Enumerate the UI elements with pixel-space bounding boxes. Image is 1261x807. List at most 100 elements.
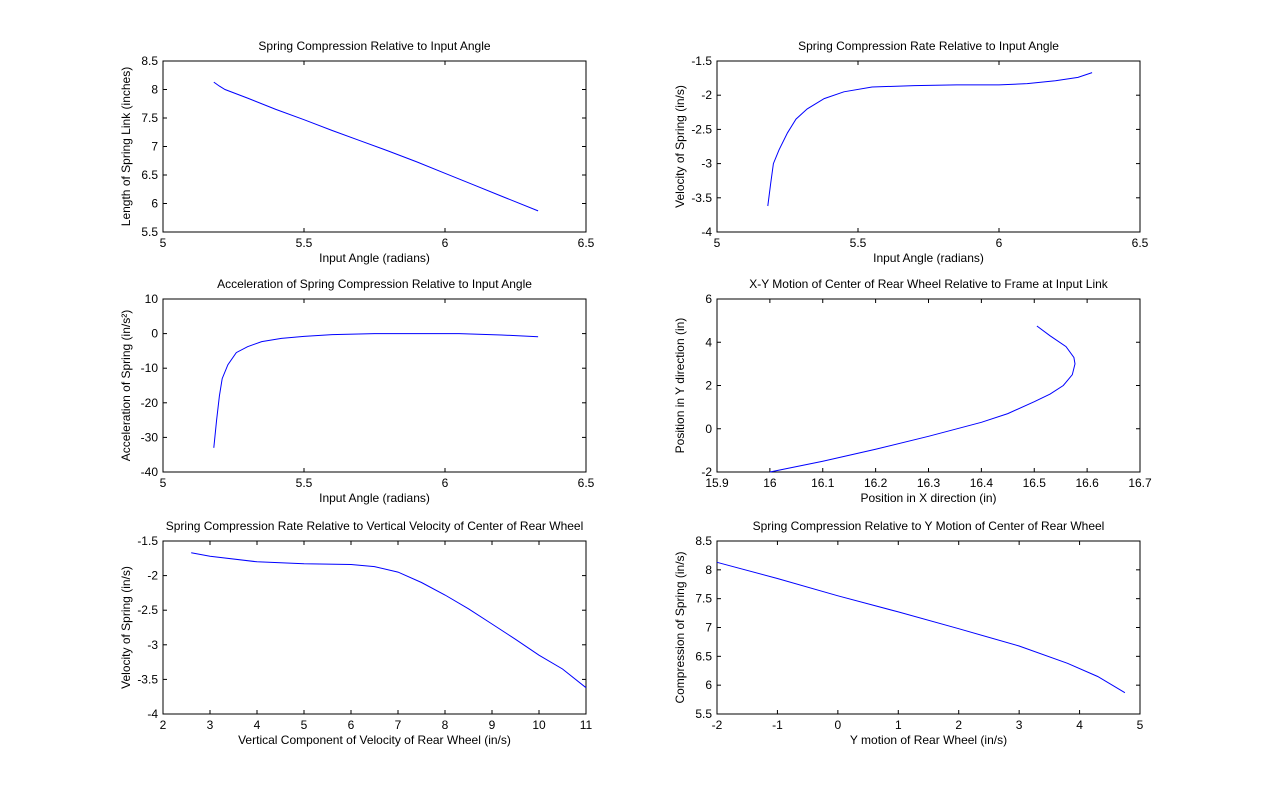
y-tick-label: 8 xyxy=(705,563,712,577)
y-tick-label: -1.5 xyxy=(137,534,158,548)
y-tick-label: 6 xyxy=(705,292,712,306)
x-tick-label: 4 xyxy=(254,718,261,732)
axes-box xyxy=(716,540,1141,715)
data-line xyxy=(769,325,1076,473)
x-tick-label: 5 xyxy=(1137,718,1144,732)
subplot-3: 5 5.5 6 6.5 -40 -30 -20 -10 0 10 Acceleration of S… xyxy=(119,277,595,505)
x-tick-label: 6 xyxy=(348,718,355,732)
axes-box xyxy=(162,540,587,715)
y-tick-label: 2 xyxy=(705,379,712,393)
y-tick-label: -2.5 xyxy=(137,603,158,617)
chart-title: Acceleration of Spring Compression Relat… xyxy=(217,277,532,291)
y-tick-label: -4 xyxy=(147,707,158,721)
y-tick-label: -2.5 xyxy=(691,122,712,136)
axes-box xyxy=(716,60,1141,233)
y-tick-label: -2 xyxy=(147,569,158,583)
y-tick-label: 7 xyxy=(705,621,712,635)
subplot-6: -2 -1 0 1 2 3 4 5 5.5 6 6.5 7 7.5 8 8.5 Spring Compress… xyxy=(673,519,1144,747)
x-tick-label: 6.5 xyxy=(578,236,595,250)
x-tick-label: 3 xyxy=(207,718,214,732)
subplot-4: 15.9 16 16.1 16.2 16.3 16.4 16.5 16.6 16.7 -2 0 2 4 6… xyxy=(673,277,1152,505)
x-tick-label: 15.9 xyxy=(705,476,729,490)
x-tick-label: 4 xyxy=(1076,718,1083,732)
y-tick-label: -4 xyxy=(701,225,712,239)
x-axis-label: Position in X direction (in) xyxy=(860,491,996,505)
y-tick-label: 6 xyxy=(151,197,158,211)
x-tick-label: 5.5 xyxy=(296,476,313,490)
x-tick-label: 5.5 xyxy=(850,236,867,250)
data-line xyxy=(716,561,1126,694)
x-tick-label: 7 xyxy=(395,718,402,732)
y-tick-label: 0 xyxy=(705,422,712,436)
x-tick-label: 16.2 xyxy=(864,476,888,490)
x-tick-label: 16.3 xyxy=(917,476,941,490)
chart-title: X-Y Motion of Center of Rear Wheel Relat… xyxy=(749,277,1109,291)
axes-box xyxy=(162,60,587,233)
x-axis-label: Input Angle (radians) xyxy=(319,251,430,265)
x-axis-label: Vertical Component of Velocity of Rear W… xyxy=(238,733,511,747)
x-tick-label: 16.5 xyxy=(1023,476,1047,490)
chart-title: Spring Compression Relative to Y Motion … xyxy=(753,519,1105,533)
x-tick-label: 6.5 xyxy=(1132,236,1149,250)
data-line xyxy=(213,333,539,448)
x-tick-label: 5.5 xyxy=(296,236,313,250)
y-tick-label: 5.5 xyxy=(695,707,712,721)
x-axis-label: Y motion of Rear Wheel (in/s) xyxy=(850,733,1007,747)
x-tick-label: 2 xyxy=(955,718,962,732)
y-axis-label: Position in Y direction (in) xyxy=(673,318,687,454)
x-tick-label: 9 xyxy=(489,718,496,732)
y-tick-label: -3 xyxy=(701,157,712,171)
x-tick-label: 8 xyxy=(442,718,449,732)
axes-box xyxy=(162,298,587,473)
y-tick-label: -10 xyxy=(141,361,159,375)
y-tick-label: 7 xyxy=(151,140,158,154)
x-tick-label: 16.1 xyxy=(811,476,835,490)
y-axis-label: Length of Spring Link (inches) xyxy=(119,67,133,226)
y-axis-label: Acceleration of Spring (in/s²) xyxy=(119,310,133,461)
x-tick-label: 16 xyxy=(763,476,777,490)
x-tick-label: 6 xyxy=(442,236,449,250)
x-tick-label: 6 xyxy=(442,476,449,490)
y-tick-label: 8.5 xyxy=(141,54,158,68)
y-tick-label: -40 xyxy=(141,465,159,479)
y-tick-label: 10 xyxy=(145,292,159,306)
x-tick-label: 16.4 xyxy=(970,476,994,490)
y-tick-label: 5.5 xyxy=(141,225,158,239)
x-tick-label: 6.5 xyxy=(578,476,595,490)
chart-title: Spring Compression Relative to Input Ang… xyxy=(258,39,490,53)
y-tick-label: -2 xyxy=(701,88,712,102)
x-tick-label: 5 xyxy=(160,236,167,250)
x-axis-label: Input Angle (radians) xyxy=(319,491,430,505)
y-tick-label: 6.5 xyxy=(141,168,158,182)
x-tick-label: 6 xyxy=(996,236,1003,250)
x-tick-label: 5 xyxy=(160,476,167,490)
y-tick-label: -20 xyxy=(141,396,159,410)
y-tick-label: 6 xyxy=(705,678,712,692)
subplot-2: 5 5.5 6 6.5 -4 -3.5 -3 -2.5 -2 -1.5 Spring Compres… xyxy=(673,39,1149,265)
y-tick-label: -3 xyxy=(147,638,158,652)
y-axis-label: Compression of Spring (in/s) xyxy=(673,551,687,703)
y-tick-label: 0 xyxy=(151,327,158,341)
x-tick-label: 16.7 xyxy=(1128,476,1152,490)
y-tick-label: 6.5 xyxy=(695,649,712,663)
y-tick-label: -3.5 xyxy=(137,672,158,686)
data-line xyxy=(767,72,1093,207)
x-tick-label: 1 xyxy=(895,718,902,732)
axes-box xyxy=(716,298,1141,473)
x-tick-label: 3 xyxy=(1016,718,1023,732)
y-tick-label: -30 xyxy=(141,430,159,444)
y-tick-label: 8.5 xyxy=(695,534,712,548)
y-tick-label: -3.5 xyxy=(691,191,712,205)
x-tick-label: -2 xyxy=(712,718,723,732)
y-axis-label: Velocity of Spring (in/s) xyxy=(673,85,687,208)
chart-title: Spring Compression Rate Relative to Inpu… xyxy=(798,39,1059,53)
y-tick-label: 8 xyxy=(151,83,158,97)
data-line xyxy=(191,552,587,689)
y-tick-label: 7.5 xyxy=(141,111,158,125)
x-tick-label: 11 xyxy=(580,718,593,732)
x-tick-label: -1 xyxy=(772,718,783,732)
y-tick-label: -2 xyxy=(701,465,712,479)
y-tick-label: 7.5 xyxy=(695,592,712,606)
